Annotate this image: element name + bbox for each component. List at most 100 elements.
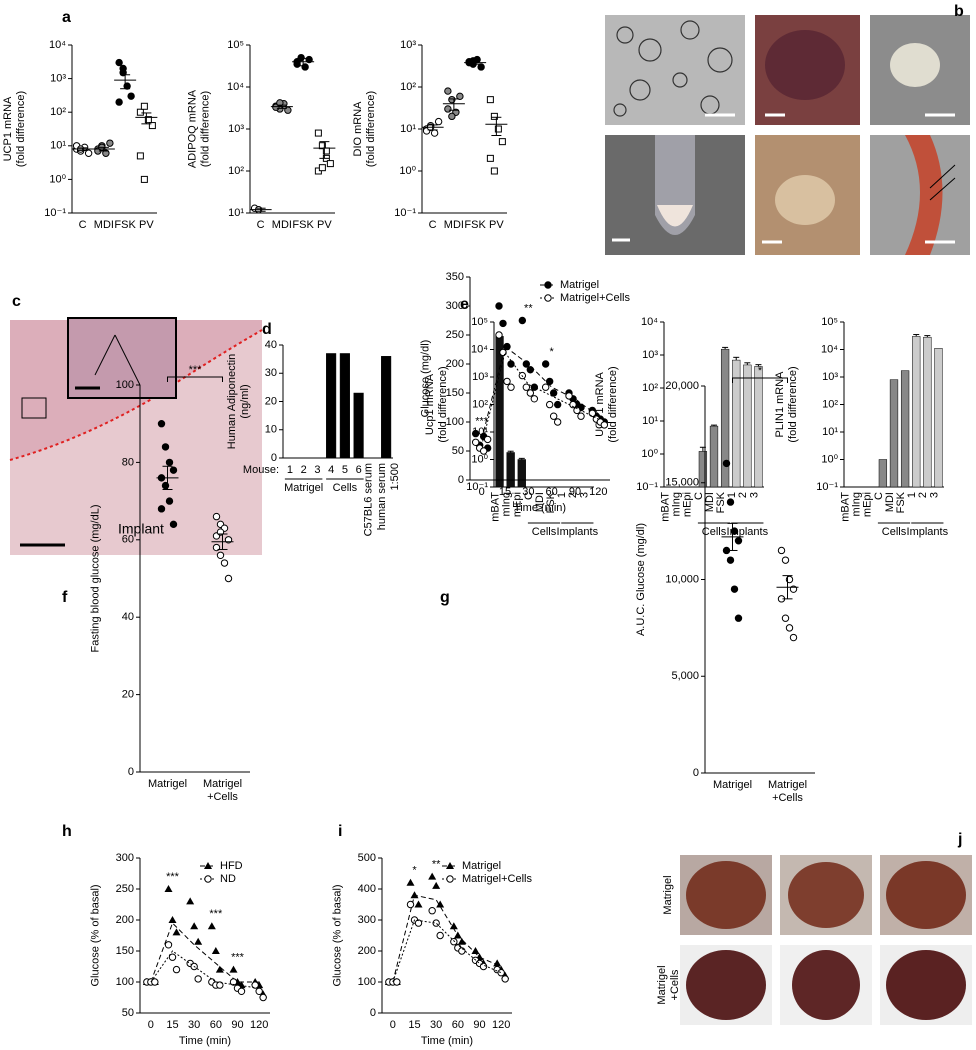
x-tick-label: mIng xyxy=(671,492,683,516)
x-tick-label: 15 xyxy=(499,486,511,498)
point xyxy=(444,105,452,113)
y-tick-label: 150 xyxy=(116,945,134,957)
x-tick-label: mEpi xyxy=(682,492,694,517)
y-tick-label: 10² xyxy=(228,165,244,177)
x-tick-label: 120 xyxy=(250,1019,268,1031)
y-tick-label: 10⁴ xyxy=(49,39,66,51)
y-tick-label: 10 xyxy=(265,424,277,436)
inset xyxy=(67,317,177,399)
y-tick-label: 10³ xyxy=(472,371,488,383)
x-tick-label: 3 xyxy=(314,464,320,476)
point xyxy=(577,412,585,420)
x-tick-label: MDI xyxy=(704,492,716,512)
point xyxy=(318,142,326,150)
x-tick-label: FSK xyxy=(292,219,314,231)
x-tick-label: C xyxy=(693,492,705,500)
point xyxy=(414,919,423,927)
point xyxy=(406,878,415,886)
arrow xyxy=(94,334,116,376)
annotation: *** xyxy=(166,871,180,883)
photo-detail xyxy=(686,950,766,1020)
point xyxy=(204,862,212,869)
y-tick-label: 10⁵ xyxy=(821,316,838,328)
y-tick-label: 10⁻¹ xyxy=(816,481,838,493)
point xyxy=(84,149,93,157)
arrow xyxy=(929,177,956,201)
point xyxy=(781,614,790,622)
point xyxy=(430,129,439,137)
photo-detail xyxy=(686,861,766,929)
x-tick-label: FSK xyxy=(464,219,486,231)
point xyxy=(544,294,552,302)
point xyxy=(169,466,178,474)
point xyxy=(785,624,794,632)
bar xyxy=(743,364,752,488)
series-line xyxy=(481,345,599,440)
x-tick-label: C xyxy=(873,492,885,500)
point xyxy=(194,975,202,983)
bar xyxy=(732,359,741,488)
x-tick-label: 3 xyxy=(748,492,760,498)
panel-letter: i xyxy=(338,823,342,840)
y-tick-label: 10³ xyxy=(50,73,66,85)
panel-letter: h xyxy=(62,823,72,840)
annotation: *** xyxy=(475,416,489,428)
group-label: Cells xyxy=(882,526,907,538)
y-tick-label: 100 xyxy=(116,379,134,391)
y-tick-label: 15,000 xyxy=(665,477,699,489)
arrow xyxy=(114,334,141,386)
point xyxy=(255,987,263,995)
x-tick-label: C xyxy=(523,492,535,500)
x-tick-label: PV xyxy=(139,219,154,231)
y-tick-label: 10⁰ xyxy=(399,165,416,177)
legend-label: Matrigel+Cells xyxy=(462,873,532,885)
y-tick-label: 5,000 xyxy=(671,670,699,682)
point xyxy=(115,98,123,106)
y-tick-label: 10⁵ xyxy=(227,39,244,51)
photo-panel-j: Matrigel Matrigel +Cells xyxy=(656,855,972,1025)
y-tick-label: 10² xyxy=(400,81,416,93)
bar xyxy=(889,379,899,488)
panel-letter: g xyxy=(440,589,450,606)
point xyxy=(164,885,173,892)
point xyxy=(458,947,466,955)
photo-detail xyxy=(792,950,860,1020)
point xyxy=(522,383,531,391)
image-label: Implant xyxy=(118,521,164,537)
y-axis-label: Glucose (% of basal) xyxy=(331,884,343,986)
bar xyxy=(754,366,763,488)
x-tick-label: C xyxy=(79,219,87,231)
row-label: +Cells xyxy=(669,969,681,1000)
point xyxy=(164,941,173,949)
point xyxy=(157,420,166,428)
y-tick-label: 10⁰ xyxy=(471,453,488,465)
photo-detail xyxy=(657,205,693,227)
point xyxy=(471,438,480,446)
point xyxy=(207,922,216,930)
series-line xyxy=(481,351,599,446)
inset-box xyxy=(21,397,47,419)
point xyxy=(165,458,174,467)
point xyxy=(499,348,507,357)
point xyxy=(789,633,798,642)
y-tick-label: 10⁻¹ xyxy=(466,481,488,493)
y-axis-label: Glucose (mg/dl) xyxy=(419,340,431,418)
photo-detail xyxy=(765,30,845,100)
point xyxy=(194,937,203,945)
point xyxy=(477,63,485,71)
x-tick-label: mBAT xyxy=(489,492,501,522)
point xyxy=(549,389,558,397)
point xyxy=(172,928,181,936)
row-label: Matrigel xyxy=(656,965,668,1004)
bar xyxy=(709,425,719,488)
y-tick-label: 10² xyxy=(642,382,658,394)
y-tick-label: 10⁰ xyxy=(49,173,66,185)
y-tick-label: 0 xyxy=(370,1007,376,1019)
point xyxy=(446,875,454,883)
y-tick-label: 400 xyxy=(358,883,376,895)
point xyxy=(545,400,554,409)
x-tick-label: human serum xyxy=(376,463,388,530)
y-tick-label: 30 xyxy=(265,367,277,379)
point xyxy=(450,938,458,946)
y-axis-label: PLIN1 mRNA xyxy=(774,371,786,438)
